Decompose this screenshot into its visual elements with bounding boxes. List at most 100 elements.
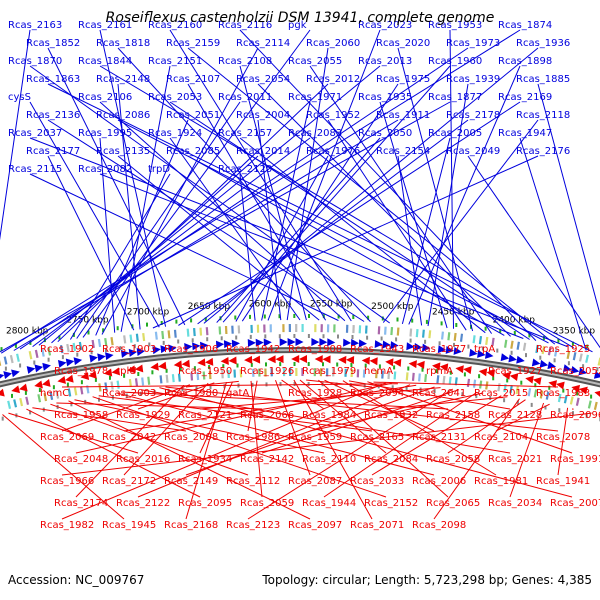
ring-dot (87, 330, 90, 335)
genome-info-text: Topology: circular; Length: 5,723,298 bp… (262, 573, 592, 587)
ring-dot (367, 315, 370, 320)
forward-gene-label: Rcas_2014 (236, 146, 290, 157)
ring-dot (453, 342, 455, 347)
reverse-gene-arrow (393, 358, 402, 367)
reverse-gene-arrow (556, 381, 565, 390)
feature-block (167, 330, 171, 339)
reverse-gene-label: Rcas_1925 (536, 344, 590, 355)
forward-gene-label: Rcas_2114 (236, 38, 290, 49)
ring-dot (249, 314, 251, 319)
reverse-gene-arrow (150, 362, 159, 371)
feature-block (171, 374, 175, 383)
forward-gene-label: Rcas_2163 (8, 20, 62, 31)
ring-dot (265, 382, 268, 387)
ring-dot (558, 408, 561, 413)
feature-block (424, 373, 428, 383)
forward-gene-label: Rcas_1898 (498, 56, 552, 67)
forward-gene-label: Rcas_2020 (376, 38, 430, 49)
reverse-gene-label: Rcas_2003 (102, 388, 156, 399)
feature-block (436, 375, 440, 384)
forward-gene-label: Rcas_2178 (446, 110, 500, 121)
reverse-gene-label: Rcas_1908 (288, 344, 342, 355)
feature-block (13, 399, 18, 408)
reverse-gene-arrow (34, 380, 43, 389)
forward-leader-line (467, 155, 600, 349)
feature-block (193, 328, 196, 337)
ring-dot (307, 334, 310, 338)
forward-leader-line (95, 119, 189, 336)
ring-dot (506, 378, 509, 383)
forward-leader-line (401, 137, 451, 325)
reverse-gene-label: Rcas_1981 (474, 476, 528, 487)
reverse-gene-label: Rcas_2168 (164, 520, 218, 531)
forward-gene-label: Rcas_1995 (78, 128, 132, 139)
reverse-gene-arrow (18, 383, 28, 392)
reverse-gene-arrow (532, 377, 542, 386)
ring-dot (467, 344, 470, 349)
feature-block (522, 342, 527, 351)
reverse-gene-label: Rcas_2015 (474, 388, 528, 399)
reverse-gene-label: hemA (364, 366, 393, 377)
ring-dot (167, 388, 170, 393)
ring-dot (322, 362, 324, 367)
feature-block (387, 370, 391, 380)
reverse-leader-line (185, 381, 227, 520)
forward-gene-label: Rcas_1818 (96, 38, 150, 49)
reverse-gene-label: Rcas_2172 (102, 476, 156, 487)
feature-block (448, 376, 452, 385)
ring-dot (29, 410, 32, 415)
ring-dot (572, 411, 574, 416)
reverse-leader-line (68, 400, 311, 520)
reverse-gene-label: Rcas_1902 (40, 344, 94, 355)
feature-block (485, 336, 489, 346)
reverse-leader-line (557, 407, 569, 476)
feature-block (569, 396, 574, 405)
forward-gene-label: Rcas_1936 (516, 38, 570, 49)
reverse-gene-label: Rcas_1983 (536, 388, 590, 399)
forward-gene-arrow (374, 340, 383, 349)
forward-gene-label: Rcas_2176 (516, 146, 570, 157)
reverse-leader-line (61, 382, 386, 520)
ring-dot (503, 398, 506, 403)
forward-gene-label: Rcas_1885 (516, 74, 570, 85)
ring-dot (435, 369, 438, 374)
forward-gene-arrow (414, 342, 423, 351)
ring-dot (4, 366, 7, 371)
reverse-gene-arrow (579, 386, 588, 395)
reverse-gene-arrow (361, 356, 370, 365)
forward-gene-arrow (531, 358, 541, 367)
feature-block (405, 372, 409, 381)
feature-block (161, 330, 165, 340)
ring-dot (496, 348, 499, 353)
reverse-gene-label: Rcas_1928 (288, 388, 342, 399)
ring-dot (66, 382, 69, 387)
ring-dot (350, 363, 353, 367)
feature-block (578, 353, 583, 362)
forward-gene-label: Rcas_2023 (358, 20, 412, 31)
reverse-gene-arrow (57, 376, 66, 384)
ring-dot (366, 335, 369, 340)
reverse-gene-label: Rcas_1927 (488, 366, 542, 377)
reverse-gene-label: Rcas_2033 (350, 476, 404, 487)
reverse-gene-label: Rcas_2042 (102, 432, 156, 443)
reverse-gene-arrow (205, 357, 214, 366)
reverse-gene-label: Rcas_2158 (426, 410, 480, 421)
reverse-gene-label: Rcas_1944 (302, 498, 356, 509)
ring-dot (393, 365, 396, 370)
forward-leader-line (239, 137, 486, 334)
feature-block (135, 333, 139, 342)
ring-dot (562, 388, 565, 393)
forward-gene-label: Rcas_2083 (288, 128, 342, 139)
reverse-gene-arrow (416, 360, 425, 369)
ring-dot (58, 335, 61, 340)
reverse-leader-line (137, 384, 411, 498)
ring-dot (307, 382, 310, 386)
kbp-tick-label: 2500 kbp (371, 302, 414, 312)
ring-dot (264, 334, 267, 339)
reverse-gene-label: rpmA (426, 366, 453, 377)
reverse-gene-label: Rcas_1982 (40, 520, 94, 531)
forward-gene-arrow (200, 341, 209, 350)
reverse-gene-arrow (275, 355, 284, 364)
forward-gene-arrow (247, 339, 256, 348)
